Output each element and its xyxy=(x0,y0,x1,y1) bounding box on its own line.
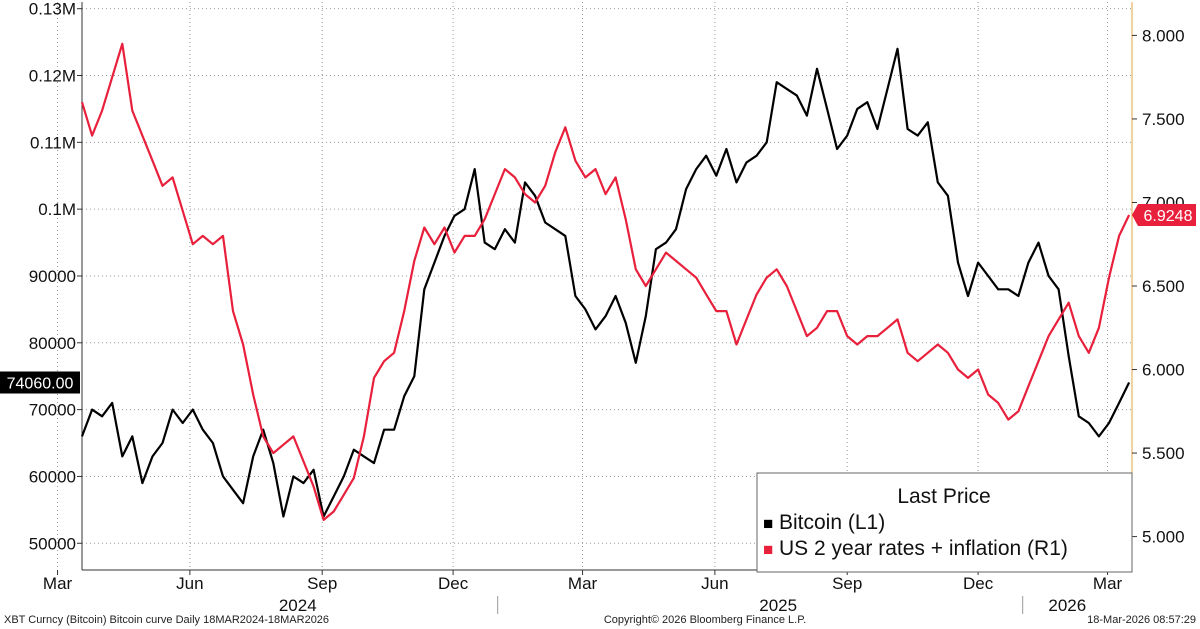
series-line-bitcoin xyxy=(80,47,1131,518)
x-tick-label: Sep xyxy=(832,574,862,593)
legend-marker-bitcoin: ■ xyxy=(763,514,773,533)
left-tick-label: 50000 xyxy=(29,534,76,553)
legend-marker-rates: ■ xyxy=(763,540,773,559)
x-tick-label: Mar xyxy=(43,574,73,593)
x-tick-label: Mar xyxy=(568,574,598,593)
footer-source: XBT Curncy (Bitcoin) Bitcoin curve Daily… xyxy=(4,614,329,626)
left-tick-label: 60000 xyxy=(29,467,76,486)
footer-timestamp: 18-Mar-2026 08:57:29 xyxy=(1087,614,1196,626)
grid-lines xyxy=(57,2,1132,570)
chart-legend: Last Price ■ Bitcoin (L1) ■ US 2 year ra… xyxy=(756,472,1133,573)
last-value-tags: 74060.00 6.9248 xyxy=(0,204,1196,394)
right-tick-label: 5.500 xyxy=(1142,444,1185,463)
right-tick-label: 6.500 xyxy=(1142,277,1185,296)
legend-box xyxy=(756,472,1133,573)
right-tick-label: 5.000 xyxy=(1142,528,1185,547)
x-tick-label: Sep xyxy=(307,574,337,593)
right-tick-label: 6.000 xyxy=(1142,361,1185,380)
left-tick-label: 0.13M xyxy=(29,0,76,19)
left-tick-label: 90000 xyxy=(29,267,76,286)
left-tick-label: 70000 xyxy=(29,401,76,420)
legend-label-rates: US 2 year rates + inflation (R1) xyxy=(779,537,1068,560)
left-tick-label: 80000 xyxy=(29,334,76,353)
right-tick-label: 7.500 xyxy=(1142,110,1185,129)
left-tick-label: 0.1M xyxy=(38,200,76,219)
x-year-label: 2025 xyxy=(759,596,797,615)
x-tick-label: Dec xyxy=(963,574,994,593)
left-last-value-tag-bg xyxy=(0,371,80,394)
right-last-value-tag-bg xyxy=(1132,204,1196,227)
left-tick-label: 0.12M xyxy=(29,67,76,86)
legend-label-bitcoin: Bitcoin (L1) xyxy=(779,511,885,534)
right-last-value-tag: 6.9248 xyxy=(1144,208,1193,225)
chart-series xyxy=(80,42,1131,521)
x-tick-label: Jun xyxy=(176,574,203,593)
x-tick-label: Dec xyxy=(438,574,469,593)
x-year-label: 2026 xyxy=(1048,596,1086,615)
left-tick-label: 0.11M xyxy=(30,133,76,152)
footer-copyright: Copyright© 2026 Bloomberg Finance L.P. xyxy=(604,614,806,626)
legend-title: Last Price xyxy=(897,485,990,508)
x-tick-label: Jun xyxy=(701,574,728,593)
x-year-label: 2024 xyxy=(279,596,317,615)
left-last-value-tag: 74060.00 xyxy=(7,375,74,392)
right-tick-label: 8.000 xyxy=(1142,26,1185,45)
chart-axes: 50000 60000 70000 80000 90000 0.1M 0.11M 0.12M 0… xyxy=(29,0,1185,615)
x-tick-label: Mar xyxy=(1093,574,1123,593)
series-line-rates xyxy=(80,42,1131,521)
